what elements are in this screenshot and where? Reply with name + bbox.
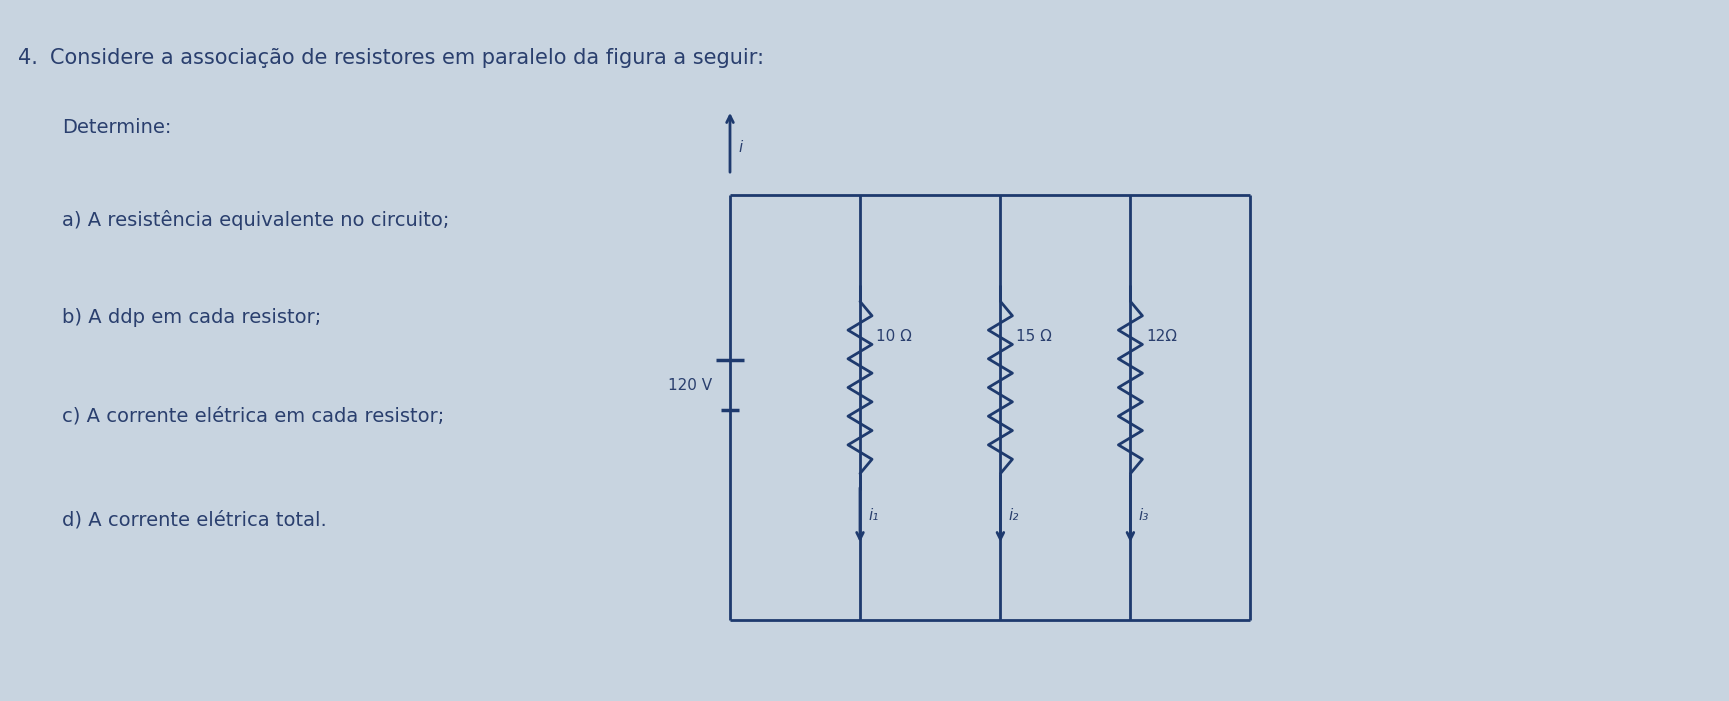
Text: i₁: i₁ [868, 508, 878, 522]
Text: 12Ω: 12Ω [1146, 329, 1177, 343]
Text: c) A corrente elétrica em cada resistor;: c) A corrente elétrica em cada resistor; [62, 406, 444, 425]
Text: Considere a associação de resistores em paralelo da figura a seguir:: Considere a associação de resistores em … [50, 48, 764, 68]
Text: i: i [738, 140, 742, 155]
Text: Determine:: Determine: [62, 118, 171, 137]
Text: 15 Ω: 15 Ω [1017, 329, 1053, 343]
Text: a) A resistência equivalente no circuito;: a) A resistência equivalente no circuito… [62, 210, 450, 230]
Text: i₃: i₃ [1138, 508, 1148, 522]
Text: i₂: i₂ [1008, 508, 1018, 522]
Text: b) A ddp em cada resistor;: b) A ddp em cada resistor; [62, 308, 322, 327]
Text: 10 Ω: 10 Ω [877, 329, 911, 343]
Text: 4.: 4. [17, 48, 38, 68]
Text: 120 V: 120 V [667, 378, 712, 393]
Text: d) A corrente elétrica total.: d) A corrente elétrica total. [62, 510, 327, 529]
